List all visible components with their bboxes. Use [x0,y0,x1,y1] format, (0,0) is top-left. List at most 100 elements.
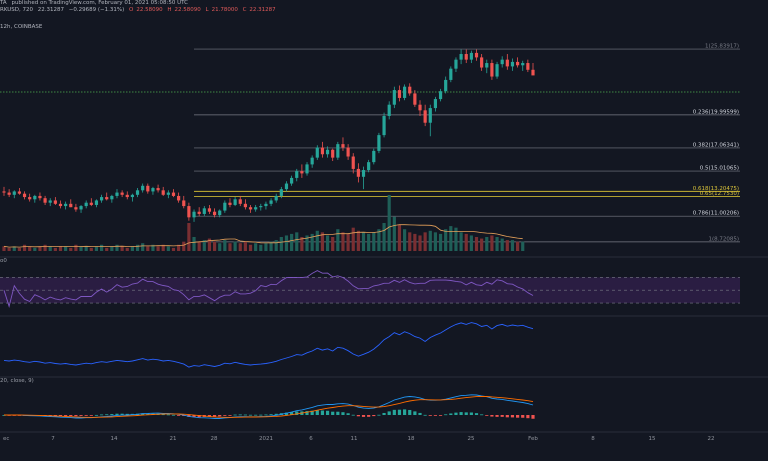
candle-body [135,190,140,195]
volume-bar [320,232,325,251]
macd-histogram-bar [459,412,463,415]
last-price: 22.31287 [37,7,65,13]
volume-bar [64,246,68,251]
volume-bar [459,232,463,251]
published-text: published on TradingView.com, February 0… [11,0,188,6]
macd-histogram-bar [177,415,181,416]
fib-level-label: 0.5(15.01065) [700,166,739,172]
candle-body [279,189,283,196]
signal-line [4,396,534,418]
candle-body [274,195,278,201]
macd-histogram-bar [79,415,83,416]
macd-histogram-bar [464,412,468,415]
macd-histogram-bar [197,415,201,418]
volume-bar [141,243,145,251]
ohlc-high: 22.58090 [174,7,201,13]
volume-bar [305,235,309,251]
macd-histogram-bar [125,413,129,415]
rsi-band [0,277,740,304]
volume-bar [130,246,134,251]
candle-body [469,52,473,60]
macd-histogram-bar [505,415,509,418]
macd-histogram-bar [259,414,263,416]
volume-bar [274,240,278,251]
macd-histogram-bar [372,415,376,417]
macd-histogram-bar [146,413,150,415]
volume-bar [197,241,201,251]
candle-body [64,203,68,207]
candle-body [444,79,448,92]
volume-bar [120,246,124,251]
candle-body [310,157,314,165]
candle-body [387,104,391,116]
macd-histogram-bar [64,415,68,416]
x-axis-label: 14 [111,436,118,442]
x-axis-label: 8 [591,436,595,442]
macd-histogram-bar [69,415,73,417]
volume-bar [392,216,396,251]
volume-bar [351,227,355,251]
candle-body [254,207,258,210]
x-axis-label: 2021 [259,436,273,442]
candle-body [69,203,73,208]
volume-bar [356,230,360,251]
candle-body [305,164,309,174]
fib-level-label: 0.65(12.7530) [700,191,739,197]
volume-bar [74,244,78,251]
volume-bar [490,235,494,251]
candle-body [269,200,273,204]
volume-bar [403,229,407,251]
x-axis-label: 25 [468,436,475,442]
macd-histogram-bar [510,415,515,418]
candle-body [48,200,52,203]
macd-histogram-bar [474,413,479,415]
macd-histogram-bar [392,409,396,415]
volume-bar [89,247,93,251]
candle-body [300,171,304,174]
volume-bar [331,237,335,251]
candle-body [315,147,319,158]
candle-body [346,147,350,157]
volume-bar [500,238,504,251]
macd-histogram-bar [490,415,494,417]
candle-body [161,190,165,195]
volume-bar [279,237,283,251]
volume-bar [182,241,186,251]
candle-body [7,192,11,195]
macd-histogram-bar [161,414,165,416]
macd-line [3,394,534,419]
candle-body [110,195,114,200]
header-line-1: TA published on TradingView.com, Februar… [0,0,191,6]
volume-bar [69,247,73,251]
volume-bar [212,241,217,251]
volume-bar [84,246,88,251]
macd-histogram-bar [207,415,212,417]
macd-histogram-bar [516,415,520,418]
macd-histogram-bar [248,414,253,416]
volume-bar [325,235,330,251]
macd-histogram-bar [310,410,314,415]
volume-bar [156,246,160,251]
macd-histogram-bar [454,412,458,415]
candle-body [392,90,396,105]
macd-histogram-bar [351,414,355,416]
macd-histogram-bar [320,410,325,415]
macd-histogram-bar [408,409,412,415]
macd-panel-label: 20, close, 9) [0,378,34,384]
macd-histogram-bar [336,411,340,415]
candle-body [84,202,88,207]
volume-bar [264,243,268,251]
candle-body [454,59,458,69]
macd-histogram-bar [315,410,319,415]
volume-bar [166,246,170,251]
macd-histogram-bar [531,415,535,419]
macd-histogram-bar [233,414,237,416]
candle-body [377,135,381,151]
volume-bar [105,247,109,251]
candle-body [490,63,494,77]
macd-histogram-bar [305,411,309,415]
macd-histogram-bar [444,414,448,416]
header-line-3: 12h, COINBASE [0,24,45,30]
candle-body [238,199,242,204]
